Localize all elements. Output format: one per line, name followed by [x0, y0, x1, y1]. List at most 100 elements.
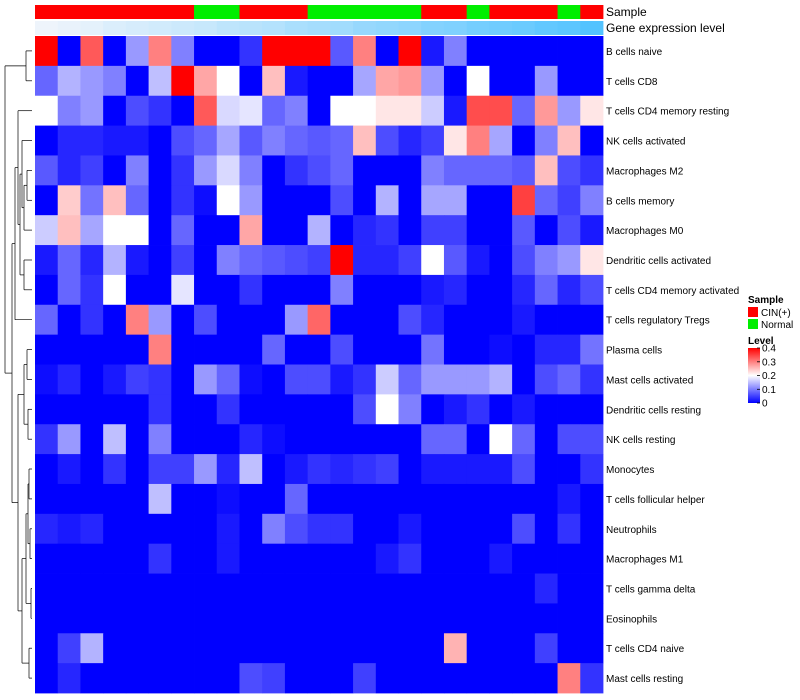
sample-track-cell	[125, 5, 149, 19]
heatmap-cell	[35, 36, 59, 67]
heatmap-cell	[580, 603, 604, 634]
heatmap-cell	[307, 304, 331, 336]
heatmap-cell	[443, 215, 468, 246]
annotation-tracks: Sample Gene expression level	[35, 5, 725, 35]
heatmap-cell	[443, 603, 468, 634]
heatmap-cell	[216, 364, 240, 395]
heatmap-cell	[239, 155, 263, 186]
heatmap-cell	[239, 125, 263, 156]
heatmap-cell	[580, 454, 604, 485]
heatmap-cell	[466, 274, 490, 306]
heatmap-cell	[489, 95, 513, 126]
heatmap-cell	[512, 543, 536, 574]
heatmap-cell	[353, 424, 377, 455]
heatmap-cell	[307, 36, 331, 67]
heatmap-cell	[148, 334, 172, 365]
heatmap-cell	[489, 185, 513, 216]
heatmap-cell	[330, 424, 354, 455]
heatmap-cell	[57, 95, 81, 126]
heatmap-cell	[580, 334, 604, 365]
row-label: Monocytes	[606, 465, 654, 476]
heatmap-cell	[398, 424, 422, 455]
heatmap-cell	[35, 454, 59, 485]
heatmap-cell	[239, 185, 263, 216]
heatmap-cell	[375, 513, 399, 545]
heatmap-cell	[421, 573, 445, 604]
heatmap-cell	[284, 125, 309, 156]
heatmap-cell	[534, 424, 558, 455]
gene-level-track-cell	[284, 21, 309, 35]
heatmap-cell	[421, 663, 445, 694]
heatmap-cell	[57, 603, 81, 634]
heatmap-cell	[103, 245, 127, 276]
heatmap-cell	[239, 245, 263, 276]
heatmap-cell	[466, 95, 490, 126]
heatmap-cell	[35, 483, 59, 515]
heatmap-cell	[194, 274, 218, 306]
heatmap-cell	[216, 334, 240, 365]
heatmap-cell	[534, 603, 558, 634]
gene-level-track-cell	[512, 21, 536, 35]
heatmap-cell	[330, 543, 354, 574]
heatmap-cell	[216, 185, 240, 216]
heatmap-cell	[80, 603, 104, 634]
heatmap-cell	[35, 513, 59, 545]
heatmap-cell	[580, 573, 604, 604]
heatmap-cell	[398, 513, 422, 545]
row-label: Macrophages M2	[606, 166, 684, 177]
row-label: Dendritic cells activated	[606, 256, 711, 267]
heatmap-cell	[398, 573, 422, 604]
heatmap-cell	[57, 364, 81, 395]
heatmap-cell	[353, 364, 377, 395]
heatmap-cell	[239, 95, 263, 126]
heatmap-cell	[284, 603, 309, 634]
heatmap-cell	[557, 424, 581, 455]
heatmap-cell	[35, 334, 59, 365]
heatmap-cell	[80, 245, 104, 276]
heatmap-cell	[466, 513, 490, 545]
heatmap-cell	[171, 424, 195, 455]
heatmap-cell	[489, 424, 513, 455]
heatmap-cell	[35, 543, 59, 574]
heatmap-cell	[125, 663, 149, 694]
heatmap-cell	[353, 245, 377, 276]
heatmap-cell	[580, 543, 604, 574]
heatmap-cell	[284, 185, 309, 216]
heatmap-cell	[194, 125, 218, 156]
heatmap-cell	[262, 543, 286, 574]
heatmap-cell	[103, 95, 127, 126]
heatmap-cell	[421, 274, 445, 306]
heatmap-cell	[194, 215, 218, 246]
heatmap-cell	[80, 543, 104, 574]
heatmap-cell	[580, 274, 604, 306]
gene-level-track-cell	[489, 21, 513, 35]
heatmap-cell	[330, 483, 354, 515]
heatmap-cell	[512, 65, 536, 97]
heatmap-cell	[103, 304, 127, 336]
heatmap-cell	[35, 663, 59, 694]
heatmap-cell	[148, 65, 172, 97]
heatmap-cell	[216, 663, 240, 694]
heatmap-cell	[398, 603, 422, 634]
heatmap-cell	[580, 364, 604, 395]
heatmap-cell	[194, 364, 218, 395]
heatmap-cell	[489, 663, 513, 694]
row-label: Dendritic cells resting	[606, 405, 701, 416]
heatmap-cell	[466, 603, 490, 634]
sample-track-cell	[80, 5, 104, 19]
heatmap-cell	[148, 663, 172, 694]
heatmap-cell	[80, 663, 104, 694]
heatmap-cell	[171, 603, 195, 634]
heatmap-cell	[125, 603, 149, 634]
heatmap-cell	[57, 663, 81, 694]
heatmap-cell	[216, 573, 240, 604]
heatmap-cell	[330, 394, 354, 425]
heatmap-cell	[57, 125, 81, 156]
gene-level-track-cell	[103, 21, 127, 35]
heatmap-cell	[125, 215, 149, 246]
heatmap-cell	[489, 454, 513, 485]
heatmap-cell	[125, 274, 149, 306]
heatmap-cell	[398, 95, 422, 126]
heatmap-cell	[194, 513, 218, 545]
heatmap-cell	[353, 125, 377, 156]
